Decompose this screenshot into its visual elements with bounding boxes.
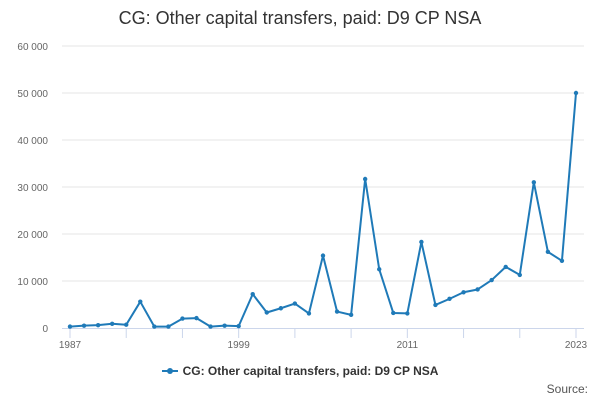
data-point[interactable] [180,316,185,321]
data-point[interactable] [433,302,438,308]
y-tick-label: 60 000 [17,42,48,53]
legend[interactable]: CG: Other capital transfers, paid: D9 CP… [0,364,600,378]
data-point[interactable] [419,239,424,245]
data-point[interactable] [306,311,312,316]
data-point[interactable] [208,324,213,329]
y-tick-label: 30 000 [17,183,48,194]
x-tick-label: 1987 [59,340,82,351]
data-point[interactable] [250,291,255,297]
data-point[interactable] [447,296,452,302]
data-point[interactable] [81,323,87,328]
data-point[interactable] [138,299,143,304]
data-point[interactable] [489,277,494,283]
data-point[interactable] [264,310,269,315]
data-point[interactable] [503,264,508,270]
y-tick-label: 40 000 [17,136,48,147]
data-point[interactable] [152,324,157,329]
data-point[interactable] [292,301,298,306]
y-tick-label: 0 [42,324,48,335]
data-point[interactable] [278,306,284,311]
data-point[interactable] [67,324,73,329]
y-tick-label: 20 000 [17,230,48,241]
x-tick-label: 2023 [565,340,588,351]
legend-label: CG: Other capital transfers, paid: D9 CP… [182,364,439,378]
y-tick-label: 10 000 [17,277,48,288]
x-tick-label: 2011 [397,340,419,351]
data-point[interactable] [95,322,101,328]
data-point[interactable] [391,310,396,316]
data-point[interactable] [377,267,382,272]
series-line [69,92,577,328]
grid-lines [62,45,584,282]
data-point[interactable] [320,253,326,258]
data-point[interactable] [222,323,227,328]
data-point[interactable] [348,312,354,318]
data-point[interactable] [517,272,522,278]
data-point[interactable] [461,290,466,295]
tick-labels: 0 10 000 20 000 30 000 40 000 50 000 60 000 198… [17,42,587,351]
data-point[interactable] [109,321,115,326]
data-point[interactable] [334,309,340,314]
chart-title: CG: Other capital transfers, paid: D9 CP… [118,8,482,28]
source-label: Source: [546,382,588,396]
data-point[interactable] [573,90,579,96]
data-point[interactable] [236,323,241,329]
legend-symbol [161,366,178,376]
data-point[interactable] [362,176,368,182]
data-point[interactable] [475,287,480,292]
data-point[interactable] [559,258,565,263]
data-point[interactable] [194,315,199,321]
axes [62,328,584,338]
data-point[interactable] [405,311,410,316]
data-point[interactable] [166,324,171,329]
series-layer [67,90,579,329]
x-tick-label: 1999 [228,340,251,351]
y-tick-label: 50 000 [17,89,48,100]
data-point[interactable] [531,180,537,185]
data-point[interactable] [124,322,129,327]
data-point[interactable] [545,249,551,255]
